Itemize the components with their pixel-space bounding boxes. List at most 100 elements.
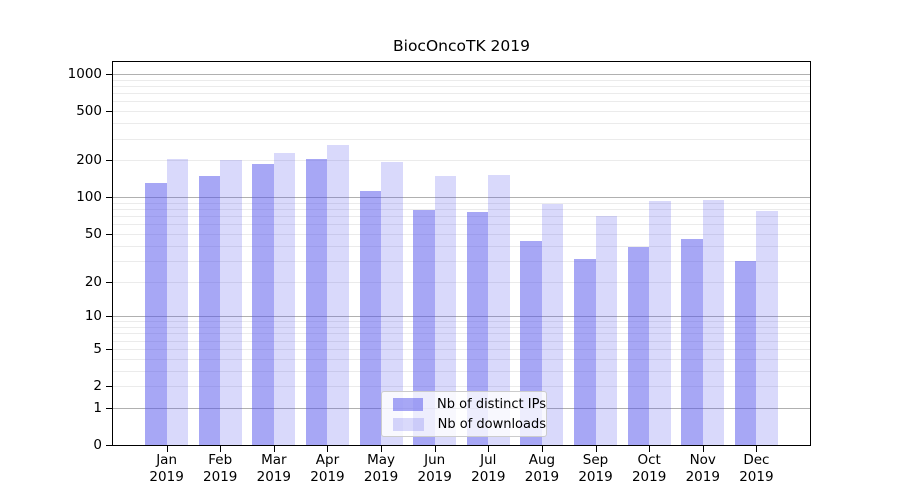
minor-gridline <box>113 370 810 372</box>
x-tick-label-dec: Dec 2019 <box>724 452 788 486</box>
minor-gridline <box>113 333 810 335</box>
bar-distinct-ips-jan <box>145 183 167 445</box>
y-tick-label: 10 <box>84 308 102 325</box>
minor-gridline <box>113 321 810 323</box>
minor-gridline <box>113 386 810 387</box>
bar-distinct-ips-dec <box>734 260 757 445</box>
bar-distinct-ips-sep <box>574 258 596 445</box>
minor-gridline <box>113 85 810 87</box>
y-tick-label: 500 <box>76 103 102 120</box>
x-tick-month: Feb <box>208 452 233 468</box>
x-tick-month: Jul <box>480 452 497 468</box>
bar-downloads-mar <box>273 153 296 445</box>
y-tick-mark <box>106 445 113 446</box>
plot-area <box>112 61 811 446</box>
x-tick-year: 2019 <box>739 469 774 485</box>
x-tick-month: Aug <box>528 452 556 468</box>
bar-distinct-ips-jun <box>413 210 435 445</box>
x-tick-mark <box>434 446 436 452</box>
minor-gridline <box>113 79 810 81</box>
y-tick-label: 50 <box>84 225 102 242</box>
minor-gridline <box>113 348 810 350</box>
bar-distinct-ips-apr <box>305 158 328 445</box>
y-tick-mark <box>106 407 113 409</box>
bar-downloads-dec <box>756 211 778 445</box>
bar-distinct-ips-jul <box>466 212 489 445</box>
minor-gridline <box>113 358 810 360</box>
y-tick-label: 20 <box>84 273 102 290</box>
bar-distinct-ips-may <box>359 191 382 445</box>
x-tick-year: 2019 <box>310 469 345 485</box>
bar-downloads-nov <box>702 199 725 445</box>
minor-gridline <box>113 138 810 140</box>
major-gridline <box>113 73 810 75</box>
legend-swatch-distinct-ips <box>393 397 424 411</box>
x-tick-year: 2019 <box>363 469 399 485</box>
x-tick-mark <box>649 446 651 452</box>
bar-downloads-feb <box>220 159 242 445</box>
minor-gridline <box>113 245 810 247</box>
x-tick-month: Mar <box>261 452 287 468</box>
minor-gridline <box>113 216 810 218</box>
minor-gridline <box>113 209 810 211</box>
x-tick-label-aug: Aug 2019 <box>510 452 574 486</box>
x-tick-mark <box>381 446 383 452</box>
x-tick-month: Apr <box>315 452 340 468</box>
x-tick-label-apr: Apr 2019 <box>295 452 359 486</box>
x-tick-mark <box>166 446 168 452</box>
legend-label-downloads: Nb of downloads <box>437 416 546 432</box>
bar-downloads-jul <box>488 174 510 445</box>
minor-gridline <box>113 123 810 125</box>
x-tick-mark <box>488 446 490 452</box>
x-tick-mark <box>327 446 329 452</box>
x-tick-month: Oct <box>637 452 661 468</box>
x-tick-year: 2019 <box>256 469 292 485</box>
minor-gridline <box>113 111 810 113</box>
x-tick-mark <box>541 446 543 452</box>
x-tick-year: 2019 <box>203 469 238 485</box>
y-tick-mark <box>106 281 113 283</box>
x-tick-label-jul: Jul 2019 <box>456 452 520 486</box>
chart-title: BiocOncoTK 2019 <box>393 37 530 55</box>
x-tick-label-sep: Sep 2019 <box>564 452 628 486</box>
legend-swatch-downloads <box>393 417 424 431</box>
x-tick-label-oct: Oct 2019 <box>617 452 681 486</box>
minor-gridline <box>113 160 810 162</box>
y-tick-label: 0 <box>93 437 102 453</box>
x-tick-month: Sep <box>582 452 609 468</box>
x-tick-month: Jun <box>424 452 446 468</box>
minor-gridline <box>113 93 810 95</box>
x-tick-label-jun: Jun 2019 <box>403 452 467 486</box>
major-gridline <box>113 197 810 199</box>
x-tick-year: 2019 <box>685 469 720 485</box>
y-tick-mark <box>106 111 113 113</box>
x-tick-label-may: May 2019 <box>349 452 413 486</box>
bar-downloads-jun <box>434 176 457 445</box>
x-tick-mark <box>220 446 222 452</box>
x-tick-year: 2019 <box>471 469 506 485</box>
minor-gridline <box>113 233 810 235</box>
y-tick-label: 2 <box>93 378 102 394</box>
y-tick-label: 5 <box>93 340 102 357</box>
x-tick-year: 2019 <box>149 469 184 485</box>
legend-item-distinct-ips: Nb of distinct IPs <box>393 397 546 412</box>
gridlines-layer <box>113 62 810 445</box>
y-tick-label: 200 <box>76 152 102 169</box>
y-tick-mark <box>106 160 113 162</box>
x-tick-mark <box>756 446 758 452</box>
minor-gridline <box>113 260 810 262</box>
bars-layer <box>113 62 810 445</box>
bar-distinct-ips-feb <box>198 176 221 445</box>
y-tick-label: 1 <box>93 399 102 416</box>
x-tick-month: Nov <box>689 452 716 468</box>
x-tick-year: 2019 <box>417 469 452 485</box>
bar-downloads-may <box>381 162 403 445</box>
y-tick-mark <box>106 386 113 387</box>
x-tick-mark <box>702 446 704 452</box>
x-tick-year: 2019 <box>578 469 613 485</box>
minor-gridline <box>113 340 810 342</box>
x-tick-year: 2019 <box>524 469 560 485</box>
bar-downloads-apr <box>327 144 349 445</box>
y-tick-mark <box>106 197 113 199</box>
